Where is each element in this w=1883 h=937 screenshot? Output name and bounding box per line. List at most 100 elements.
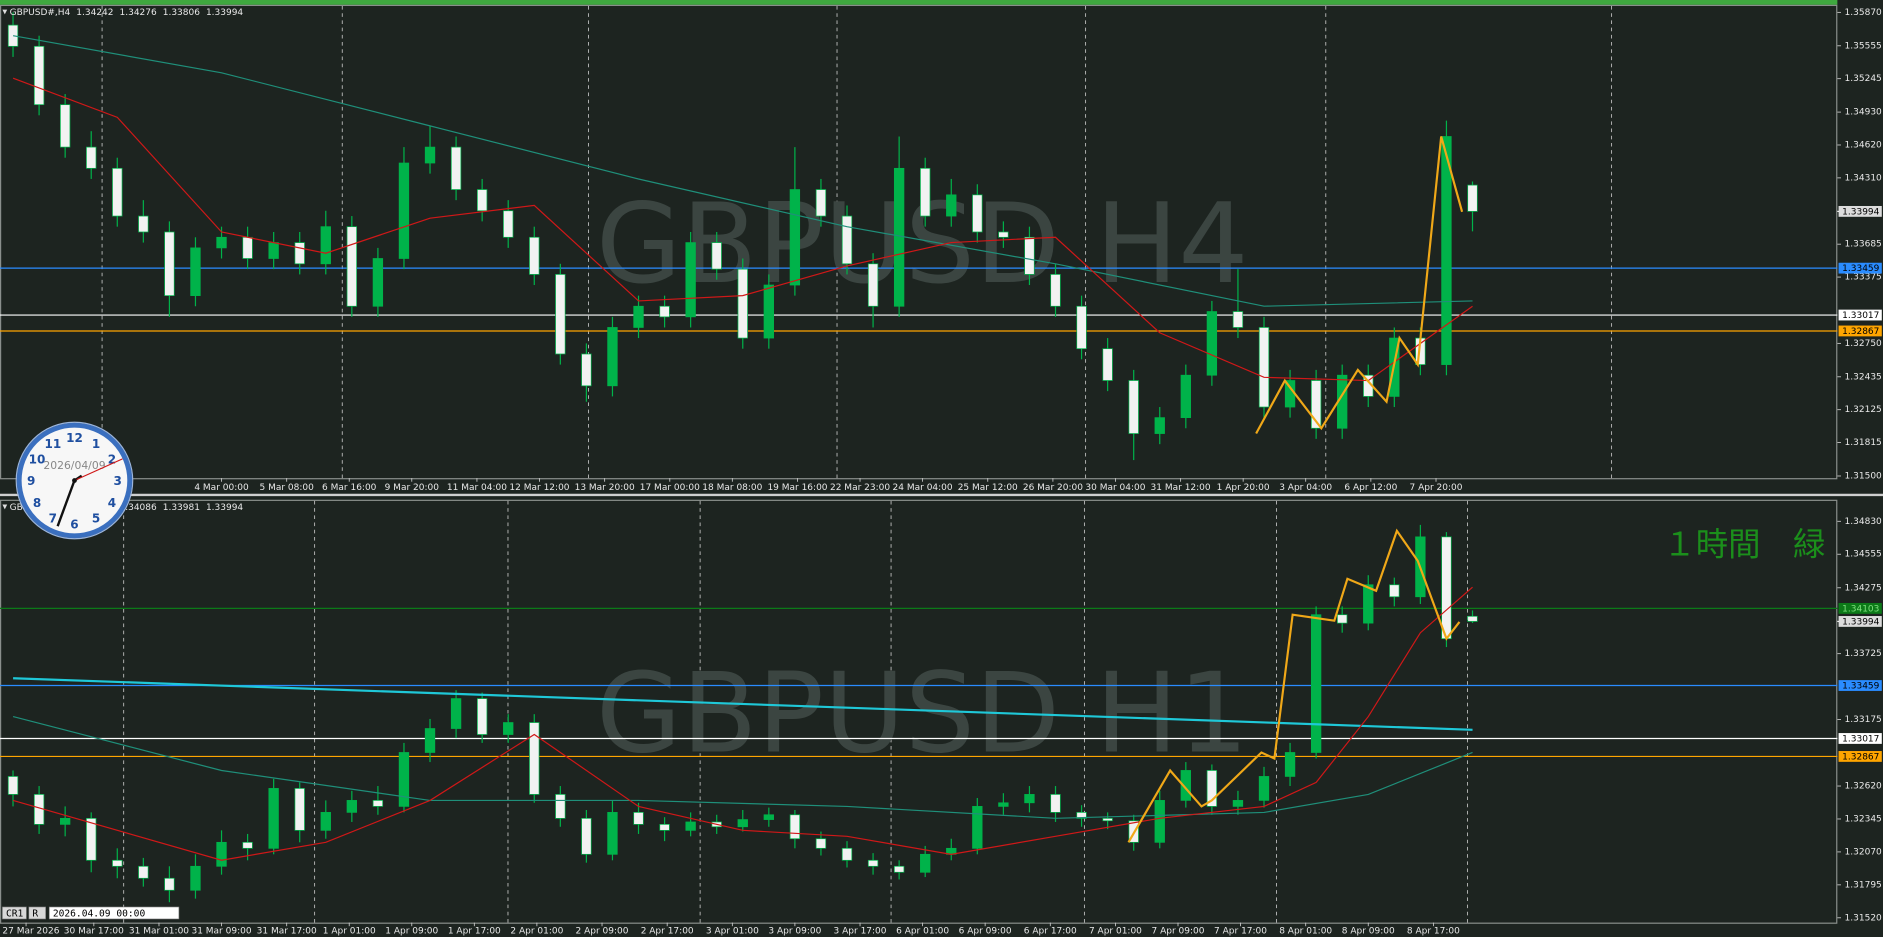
clock-numeral: 12 — [66, 431, 83, 445]
x-tick-label: 1 Apr 17:00 — [448, 926, 501, 936]
ohlc-low: 1.33981 — [163, 502, 200, 512]
candle-body — [998, 231, 1009, 238]
x-tick-label: 2 Apr 17:00 — [641, 926, 694, 936]
y-tick-label: 1.32620 — [1845, 782, 1882, 792]
price-level-label: 1.33017 — [1842, 735, 1879, 745]
x-tick-label: 6 Apr 12:00 — [1344, 483, 1397, 493]
candle-body — [476, 189, 488, 212]
x-tick-label: 31 Mar 01:00 — [129, 926, 189, 936]
x-tick-label: 26 Mar 20:00 — [1023, 483, 1083, 493]
x-tick-label: 6 Apr 09:00 — [959, 926, 1012, 936]
y-tick-label: 1.34830 — [1845, 517, 1882, 527]
y-tick-label: 1.32750 — [1845, 339, 1882, 349]
clock-numeral: 6 — [70, 517, 78, 531]
candle-body — [581, 818, 592, 855]
candle-body — [1154, 800, 1165, 843]
current-price-label: 1.33994 — [1842, 618, 1879, 628]
candle-body — [581, 353, 592, 387]
candle-body — [59, 818, 71, 825]
clock-numeral: 7 — [49, 512, 57, 526]
x-tick-label: 1 Apr 01:00 — [323, 926, 376, 936]
candle-body — [737, 268, 748, 339]
x-tick-label: 12 Mar 12:00 — [509, 483, 569, 493]
candle-body — [190, 247, 201, 296]
candle-body — [398, 752, 410, 807]
candle-body — [659, 305, 670, 318]
candle-body — [998, 802, 1009, 807]
candle-body — [216, 841, 227, 867]
clock-numeral: 10 — [29, 453, 46, 467]
candle-body — [972, 806, 983, 849]
y-tick-label: 1.33175 — [1845, 715, 1882, 725]
candle-body — [294, 788, 305, 831]
price-level-label: 1.32867 — [1842, 753, 1879, 763]
y-tick-label: 1.32435 — [1845, 372, 1882, 382]
clock-numeral: 11 — [44, 437, 61, 451]
candle-body — [1258, 327, 1270, 408]
candle-body — [1180, 374, 1191, 418]
x-tick-label: 18 Mar 08:00 — [702, 483, 762, 493]
x-tick-label: 22 Mar 23:00 — [830, 483, 890, 493]
symbol: GBPUSD#,H4 — [10, 8, 71, 18]
candle-body — [1076, 812, 1087, 819]
candle-body — [1284, 752, 1296, 777]
candle-body — [138, 215, 149, 233]
chart-header: GBPUSD#,H4 1.34242 1.34276 1.33806 1.33994 — [10, 8, 244, 18]
ohlc-low: 1.33806 — [163, 8, 200, 18]
candle-body — [1076, 305, 1087, 350]
candle-body — [372, 258, 384, 307]
candle-body — [685, 821, 696, 831]
current-price-tag — [1838, 616, 1882, 627]
candle-body — [372, 800, 384, 807]
candle-body — [268, 788, 279, 849]
candle-body — [1310, 380, 1322, 429]
price-level-tag — [1838, 680, 1882, 691]
clock-hour-hand — [56, 480, 76, 527]
watermark: GBPUSD H1 — [596, 650, 1249, 779]
y-tick-label: 1.34310 — [1845, 173, 1882, 183]
candle-body — [867, 859, 879, 867]
candle-body — [789, 189, 801, 286]
x-tick-label: 3 Apr 09:00 — [768, 926, 821, 936]
candle-body — [164, 877, 175, 891]
candle-body — [1206, 311, 1218, 376]
candle-body — [1232, 311, 1244, 328]
candle-body — [190, 865, 201, 891]
candle-body — [294, 242, 305, 265]
candle-body — [1441, 536, 1452, 640]
candle-body — [529, 722, 540, 795]
current-price-tag — [1838, 205, 1882, 217]
candle-body — [1467, 184, 1478, 212]
candle-body — [268, 242, 279, 259]
candle-body — [346, 800, 357, 813]
candle-body — [659, 823, 670, 831]
price-level-label: 1.33459 — [1842, 682, 1879, 692]
candle-body — [555, 794, 566, 819]
x-tick-label: 2 Apr 01:00 — [510, 926, 563, 936]
candle-body — [607, 812, 618, 855]
candle-body — [946, 194, 957, 217]
y-tick-label: 1.31795 — [1845, 880, 1882, 890]
current-price-label: 1.33994 — [1842, 207, 1879, 217]
candle-body — [763, 814, 774, 820]
candle-body — [138, 865, 149, 879]
candle-body — [450, 146, 462, 190]
ohlc-close: 1.33994 — [206, 8, 243, 18]
clock-rim — [15, 421, 134, 540]
x-tick-label: 7 Apr 20:00 — [1410, 483, 1463, 493]
candle-body — [867, 263, 879, 307]
x-tick-label: 7 Apr 09:00 — [1152, 926, 1205, 936]
candle-body — [112, 859, 123, 867]
candle-body — [86, 146, 97, 169]
status-box — [48, 906, 180, 920]
candle-body — [1154, 417, 1165, 434]
y-tick-label: 1.34275 — [1845, 583, 1882, 593]
x-tick-label: 24 Mar 04:00 — [893, 483, 953, 493]
x-tick-label: 4 Mar 00:00 — [194, 483, 249, 493]
x-tick-label: 7 Apr 01:00 — [1089, 926, 1142, 936]
x-tick-label: 8 Apr 01:00 — [1279, 926, 1332, 936]
indicator-line — [12, 715, 1473, 819]
